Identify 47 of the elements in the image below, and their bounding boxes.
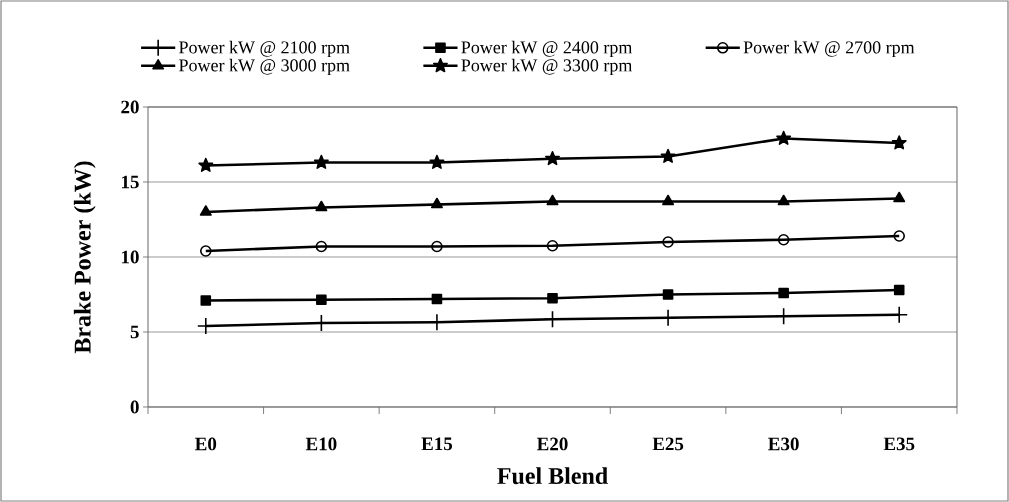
legend-label: Power kW @ 2400 rpm xyxy=(461,40,633,58)
y-axis-title: Brake Power (kW) xyxy=(73,161,96,354)
y-tick-label: 15 xyxy=(122,175,139,189)
y-tick-label: 10 xyxy=(122,250,139,264)
x-tick-label: E35 xyxy=(883,437,915,451)
point xyxy=(200,295,212,306)
point xyxy=(547,292,558,304)
point xyxy=(198,157,214,172)
x-axis-title: Fuel Blend xyxy=(497,467,608,485)
legend-label: Power kW @ 2100 rpm xyxy=(179,40,350,58)
y-tick-label: 0 xyxy=(130,400,139,414)
point xyxy=(431,293,443,305)
legend-label: Power kW @ 2700 rpm xyxy=(743,40,915,58)
legend-label: Power kW @ 3300 rpm xyxy=(461,58,633,76)
point xyxy=(430,197,443,209)
point xyxy=(662,194,675,206)
point xyxy=(662,236,674,248)
point xyxy=(431,240,443,253)
point xyxy=(199,245,212,257)
x-tick-label: E30 xyxy=(768,437,799,451)
point xyxy=(546,194,559,206)
point xyxy=(777,233,790,246)
point xyxy=(778,287,789,299)
point xyxy=(662,289,674,300)
point xyxy=(429,154,445,169)
point xyxy=(199,205,212,216)
point xyxy=(893,230,906,242)
point xyxy=(776,130,792,145)
y-tick-label: 5 xyxy=(130,325,139,339)
point xyxy=(315,240,328,253)
y-tick-label: 20 xyxy=(121,100,139,114)
x-tick-label: E15 xyxy=(421,437,453,451)
point xyxy=(893,191,906,203)
point xyxy=(546,239,559,252)
point xyxy=(893,284,905,296)
point xyxy=(545,150,560,166)
point xyxy=(660,148,676,163)
x-tick-label: E0 xyxy=(195,437,217,451)
legend-label: Power kW @ 3000 rpm xyxy=(179,58,350,76)
x-tick-label: E10 xyxy=(305,437,337,451)
point xyxy=(891,135,907,150)
x-tick-label: E25 xyxy=(652,437,684,451)
x-tick-label: E20 xyxy=(536,437,568,451)
point xyxy=(777,194,790,206)
point xyxy=(316,294,327,306)
point xyxy=(315,200,328,212)
point xyxy=(313,154,329,169)
